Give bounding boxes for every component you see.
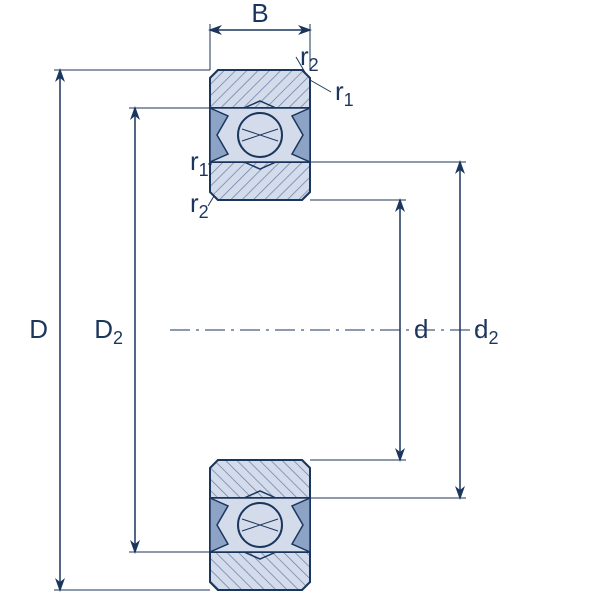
dim-label: r1	[190, 146, 209, 180]
bearing-section	[210, 70, 310, 200]
dim-label: D	[29, 314, 48, 344]
bearing-section	[210, 460, 310, 590]
dim-label: d	[414, 314, 428, 344]
dim-label: d2	[474, 314, 498, 348]
dim-label: D2	[94, 314, 123, 348]
dim-label: r1	[335, 76, 354, 110]
dim-label: r2	[190, 188, 209, 222]
dim-label: B	[251, 0, 268, 28]
dim-label: r2	[300, 41, 319, 75]
